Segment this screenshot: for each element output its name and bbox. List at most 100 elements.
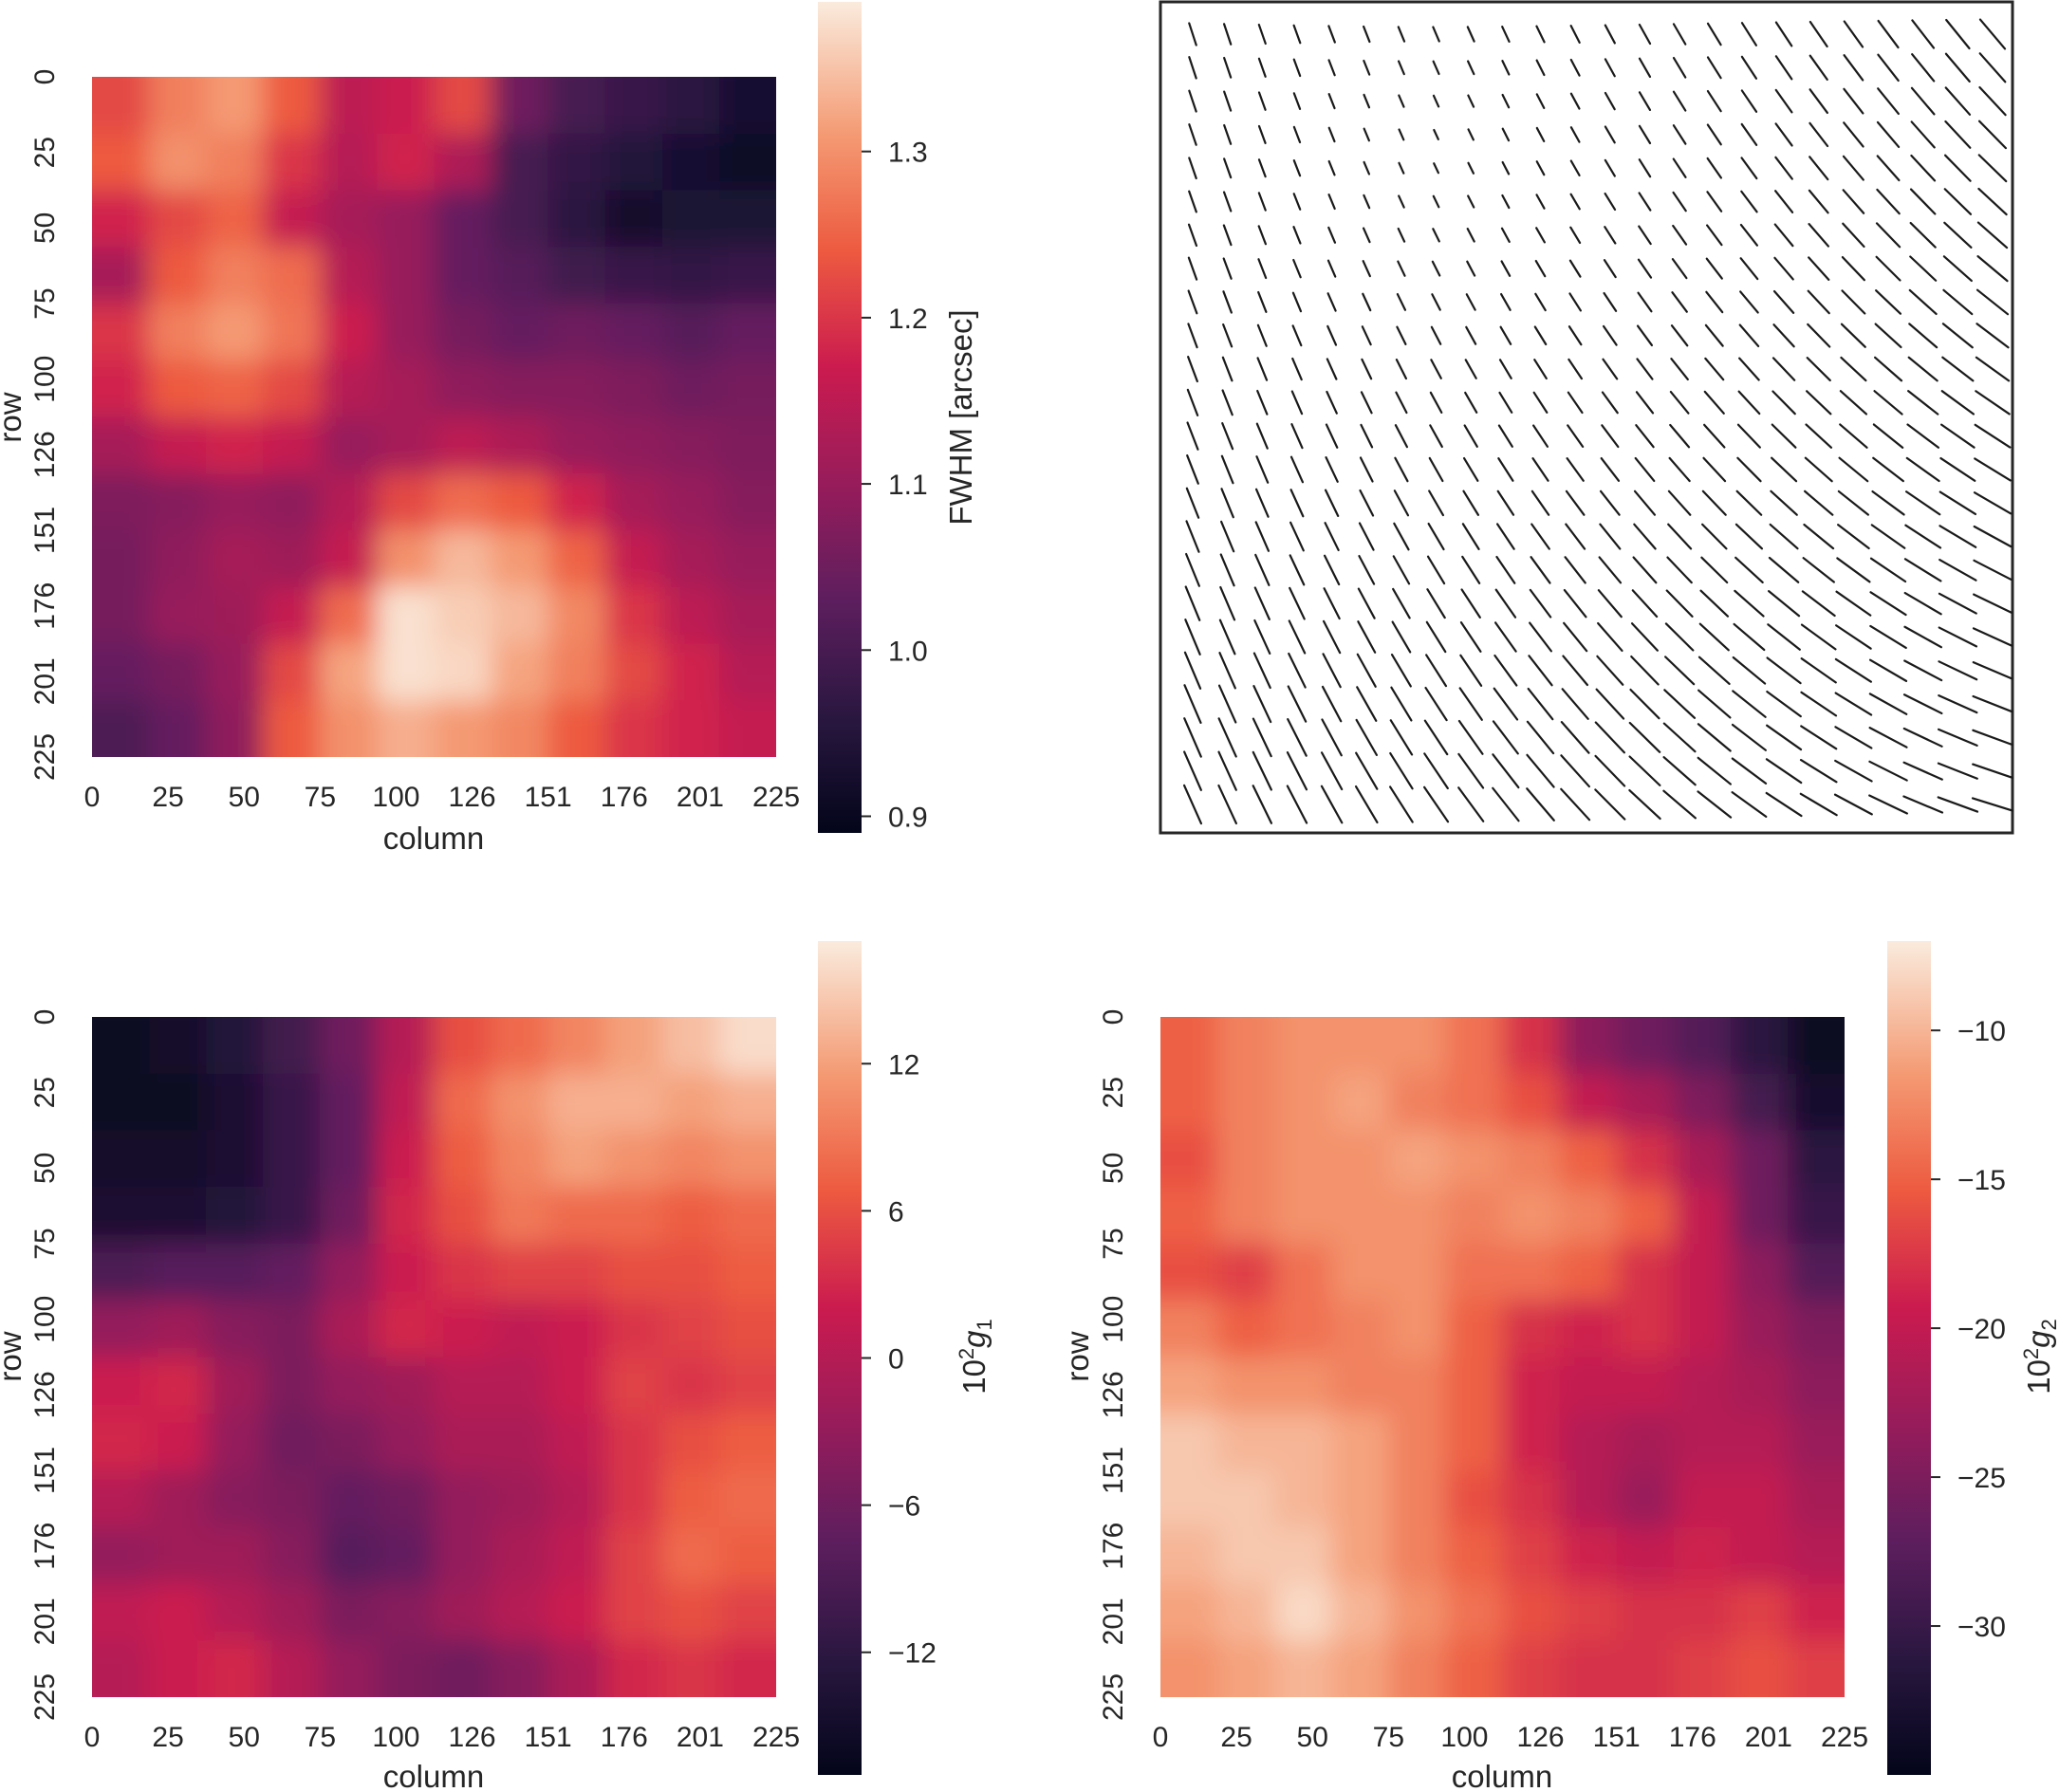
whisker (1908, 323, 1938, 349)
whisker (1945, 18, 1971, 50)
whisker (1766, 724, 1803, 751)
whisker (1833, 793, 1873, 816)
whisker (1326, 390, 1338, 415)
whisker (1288, 652, 1307, 689)
heatmap-cell (434, 360, 492, 418)
whisker (1773, 256, 1794, 281)
colorbar-tick-label: 1.3 (888, 138, 928, 169)
whisker (1771, 390, 1796, 416)
heatmap-cell (491, 1300, 549, 1358)
heatmap-cell (206, 247, 265, 305)
heatmap-cell (491, 1413, 549, 1471)
heatmap-cell (206, 1470, 265, 1528)
whisker (1706, 56, 1722, 80)
whisker (1567, 424, 1585, 448)
whisker (1902, 693, 1943, 715)
whisker (1218, 619, 1236, 656)
heatmap-cell (206, 1017, 265, 1075)
heatmap-cell (1559, 1244, 1618, 1302)
heatmap-cell (1445, 1300, 1504, 1358)
heatmap-cell (1787, 1187, 1845, 1245)
y-axis-label-g2: row (1060, 1331, 1095, 1381)
whisker (1398, 128, 1405, 141)
heatmap-cell (263, 1413, 322, 1471)
heatmap-cell (1559, 1357, 1618, 1415)
x-tick-label: 25 (1220, 1722, 1252, 1753)
whisker (1222, 191, 1233, 212)
heatmap-cell (434, 1244, 492, 1302)
heatmap-cell (92, 1526, 151, 1585)
heatmap-cell (1616, 1413, 1675, 1471)
heatmap-cell (718, 77, 776, 135)
heatmap-cell (92, 1583, 151, 1642)
whisker (1662, 789, 1697, 820)
heatmap-cell (377, 1526, 436, 1585)
heatmap-cell (1616, 1470, 1675, 1528)
whisker (1220, 520, 1235, 553)
whisker (1943, 221, 1973, 249)
whisker (1389, 751, 1414, 790)
heatmap-cell (377, 1017, 436, 1075)
whisker (1766, 656, 1802, 685)
heatmap-cell (1730, 1413, 1789, 1471)
heatmap-cell (149, 1526, 208, 1585)
heatmap-cell (1673, 1470, 1732, 1528)
whisker (1257, 23, 1267, 46)
heatmap-cell (491, 700, 549, 757)
heatmap-cell (377, 77, 436, 135)
heatmap-cell (1217, 1357, 1276, 1415)
whisker (1594, 754, 1626, 787)
whisker (1839, 390, 1868, 416)
heatmap-cell (1388, 1640, 1447, 1697)
whisker (1493, 654, 1518, 687)
whisker (1529, 588, 1552, 619)
whisker (1563, 588, 1587, 619)
whisker (1223, 56, 1233, 79)
whisker (1801, 590, 1836, 618)
whisker (1222, 323, 1234, 348)
whisker (1604, 24, 1616, 45)
whisker (1938, 660, 1978, 681)
whisker (1671, 291, 1688, 313)
whisker (1398, 161, 1405, 175)
heatmap-cell (434, 1130, 492, 1189)
whisker (1355, 718, 1378, 756)
heatmap-cell (92, 1640, 151, 1697)
heatmap-cell (491, 1357, 549, 1415)
whisker (1944, 120, 1972, 149)
whisker (1638, 124, 1652, 145)
whisker (1602, 358, 1619, 380)
whisker (1944, 86, 1972, 116)
whisker (1462, 490, 1480, 516)
colorbar-tick-label: 1.2 (888, 304, 928, 335)
heatmap-cell (1217, 1583, 1276, 1642)
heatmap-cell (434, 586, 492, 645)
heatmap-cell (1445, 1357, 1504, 1415)
whisker (1938, 558, 1977, 582)
heatmap-cell (1160, 1073, 1219, 1132)
whisker (1183, 684, 1202, 725)
heatmap-cell (661, 1413, 720, 1471)
whisker (1806, 357, 1831, 382)
whisker (1327, 159, 1336, 176)
whisker (1808, 223, 1830, 248)
heatmap-cell (1445, 1187, 1504, 1245)
whisker (1937, 762, 1978, 780)
heatmap-cell (320, 1130, 379, 1189)
heatmap-cell (377, 586, 436, 645)
whisker (1669, 423, 1691, 449)
whisker (1291, 324, 1303, 347)
whisker (1638, 91, 1652, 111)
whisker (1432, 26, 1440, 43)
heatmap-cell (377, 416, 436, 475)
whisker (1533, 325, 1548, 346)
whisker (1604, 226, 1617, 245)
colorbar-tick-label: 1.0 (888, 636, 928, 667)
whisker (1569, 193, 1581, 211)
heatmap-cell (263, 77, 322, 135)
heatmap-cell (1502, 1244, 1561, 1302)
heatmap-cell (206, 1640, 265, 1697)
heatmap-cell (1559, 1640, 1618, 1697)
whisker (1706, 123, 1722, 146)
whisker (1903, 659, 1943, 682)
